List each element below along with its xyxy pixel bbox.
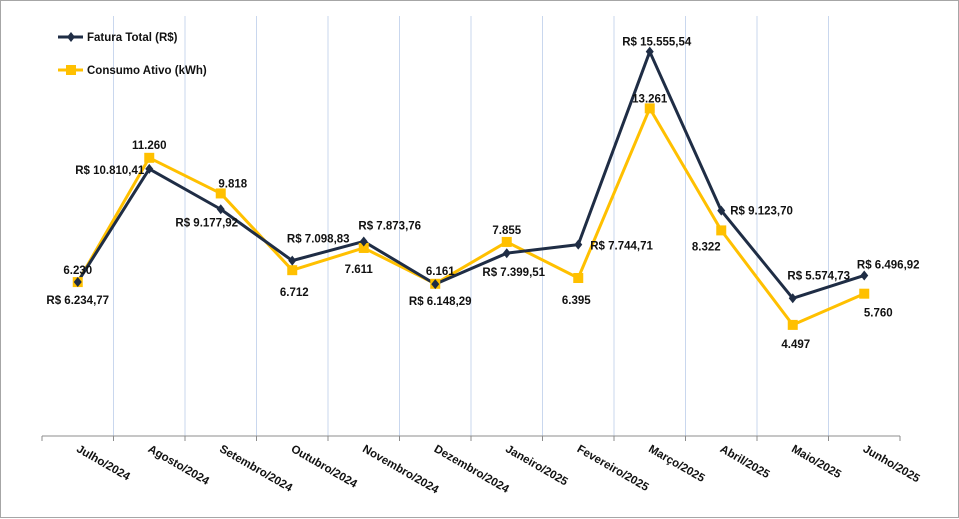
data-label: 5.760 — [864, 308, 893, 320]
legend-item-consumo[interactable]: Consumo Ativo (kWh) — [58, 65, 207, 77]
data-label: 7.611 — [345, 264, 374, 276]
square-marker — [716, 225, 727, 236]
square-marker — [501, 236, 512, 247]
diamond-marker — [145, 163, 154, 174]
data-label: 13.261 — [632, 93, 668, 105]
diamond-marker — [717, 205, 726, 216]
square-marker — [287, 265, 298, 276]
diamond-marker — [645, 46, 654, 57]
data-label: R$ 7.399,51 — [482, 267, 545, 279]
data-label: 6.161 — [426, 266, 455, 278]
square-marker — [573, 273, 584, 284]
x-tick-label: Abril/2025 — [718, 443, 772, 481]
legend-item-fatura[interactable]: Fatura Total (R$) — [58, 32, 178, 44]
square-marker-icon — [66, 65, 76, 75]
data-label: R$ 6.234,77 — [46, 295, 109, 307]
data-label: R$ 7.873,76 — [358, 220, 421, 232]
data-label: R$ 7.744,71 — [590, 241, 653, 253]
x-tick-label: Maio/2025 — [789, 443, 843, 481]
data-label: 4.497 — [781, 339, 810, 351]
square-marker — [215, 188, 226, 199]
data-label: 6.712 — [280, 287, 309, 299]
x-tick-label: Fevereiro/2025 — [575, 443, 651, 494]
data-label: R$ 5.574,73 — [787, 270, 850, 282]
x-tick-label: Outubro/2024 — [289, 443, 360, 491]
data-label: 7.855 — [492, 225, 521, 237]
square-marker — [358, 242, 369, 253]
series-lines — [76, 50, 865, 327]
legend-label-fatura: Fatura Total (R$) — [87, 32, 178, 44]
data-label: R$ 10.810,41 — [75, 165, 145, 177]
x-tick-label: Novembro/2024 — [360, 443, 441, 497]
diamond-marker — [288, 255, 297, 266]
x-axis — [41, 435, 901, 441]
data-label: R$ 9.123,70 — [730, 206, 793, 218]
x-tick-label: Janeiro/2025 — [503, 443, 570, 489]
data-label: 11.260 — [132, 140, 167, 152]
diamond-marker — [359, 236, 368, 247]
data-label: R$ 9.177,92 — [175, 217, 238, 229]
legend[interactable]: Fatura Total (R$) Consumo Ativo (kWh) — [58, 32, 207, 77]
data-label: R$ 6.496,92 — [857, 259, 920, 271]
square-marker — [859, 288, 870, 299]
series-markers — [72, 46, 870, 330]
diamond-marker — [860, 270, 869, 281]
square-marker — [144, 152, 155, 163]
x-tick-label: Setembro/2024 — [217, 443, 294, 495]
x-tick-label: Agosto/2024 — [146, 443, 212, 488]
diamond-marker — [788, 293, 797, 304]
diamond-marker — [502, 248, 511, 259]
x-tick-labels: Julho/2024 Agosto/2024 Setembro/2024Outubr… — [74, 443, 922, 497]
data-label: 6.230 — [63, 265, 92, 277]
x-tick-label: Julho/2024 — [74, 443, 132, 483]
data-label: 8.322 — [692, 241, 721, 253]
data-labels: 6.230 11.260 9.818 6.712 7.611 6.161 7.855 6.39… — [46, 37, 919, 351]
x-tick-label: Março/2025 — [646, 443, 707, 485]
series-line-1 — [76, 106, 865, 327]
square-marker — [644, 103, 655, 114]
diamond-marker — [216, 204, 225, 215]
data-label: R$ 15.555,54 — [622, 37, 692, 49]
legend-label-consumo: Consumo Ativo (kWh) — [87, 65, 207, 77]
diamond-marker-icon — [67, 32, 75, 42]
gridlines — [113, 16, 829, 436]
square-marker — [787, 319, 798, 330]
data-label: R$ 6.148,29 — [409, 296, 472, 308]
data-label: 6.395 — [562, 295, 591, 307]
diamond-marker — [73, 276, 82, 287]
data-label: 9.818 — [218, 178, 247, 190]
x-tick-label: Dezembro/2024 — [432, 443, 512, 496]
x-tick-label: Junho/2025 — [861, 443, 922, 485]
diamond-marker — [574, 239, 583, 250]
series-line-0 — [76, 50, 865, 300]
data-label: R$ 7.098,83 — [287, 234, 350, 246]
diamond-marker — [431, 279, 440, 290]
